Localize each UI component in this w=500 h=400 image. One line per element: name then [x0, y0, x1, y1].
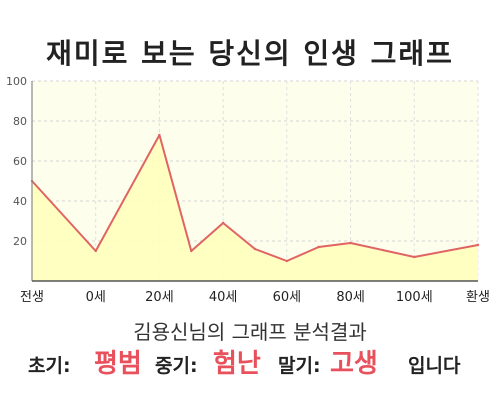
y-tick-label: 20: [13, 235, 27, 248]
data-point: [285, 259, 289, 263]
y-tick-label: 60: [13, 155, 27, 168]
x-tick-label: 전생: [20, 290, 44, 305]
data-point: [158, 133, 161, 137]
x-tick-label: 20세: [145, 290, 174, 305]
late-value: 고생: [330, 349, 378, 379]
data-point: [94, 249, 97, 253]
x-tick-label: 100세: [396, 290, 433, 305]
data-point: [476, 243, 480, 247]
data-point: [349, 241, 352, 245]
data-point: [317, 245, 320, 249]
y-tick-label: 80: [13, 115, 27, 128]
analysis-heading: 김용신님의 그래프 분석결과: [133, 320, 367, 344]
x-tick-label: 60세: [273, 290, 302, 305]
early-label: 초기:: [28, 355, 71, 377]
late-label: 말기:: [278, 355, 321, 377]
y-tick-label: 100: [6, 75, 27, 88]
y-tick-label: 40: [13, 195, 27, 208]
area-fill: [32, 135, 478, 281]
data-point: [190, 249, 193, 253]
data-point: [253, 247, 257, 251]
early-value: 평범: [94, 349, 142, 379]
chart-title: 재미로 보는 당신의 인생 그래프: [46, 37, 454, 70]
middle-value: 험난: [213, 349, 261, 379]
data-point: [413, 255, 416, 259]
result-ending: 입니다: [408, 355, 461, 377]
x-tick-label: 환생: [466, 290, 490, 305]
middle-label: 중기:: [155, 355, 198, 377]
data-point: [221, 221, 225, 225]
x-tick-label: 0세: [86, 290, 106, 305]
x-tick-label: 80세: [336, 290, 365, 305]
life-graph-chart: 20 40 60 80 100 전생 0세 20세 40세 60세 80세 100세 환생: [6, 75, 490, 305]
x-tick-label: 40세: [209, 290, 238, 305]
